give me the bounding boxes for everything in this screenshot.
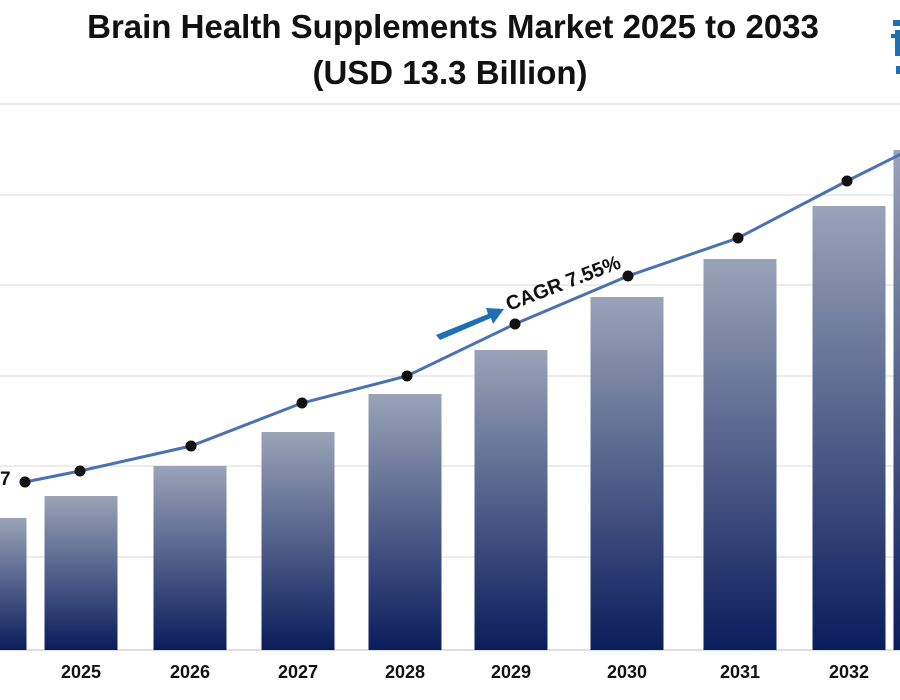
bar-2028	[368, 394, 442, 650]
x-axis-ticks: 2025 2026 2027 2028 2029 2030 2031 2032	[61, 662, 869, 682]
trend-marker-2030	[622, 270, 634, 282]
trend-marker-2031	[732, 232, 744, 244]
x-tick-label: 2030	[607, 662, 647, 682]
x-tick-label: 2025	[61, 662, 101, 682]
bar-2027	[261, 432, 335, 650]
trend-line-path	[24, 152, 900, 484]
chart-title-line1: Brain Health Supplements Market 2025 to …	[87, 8, 819, 45]
trend-marker-2029	[509, 318, 521, 330]
chart-title-line2: (USD 13.3 Billion)	[312, 54, 588, 91]
x-tick-label: 2028	[385, 662, 425, 682]
bar-2024	[0, 518, 27, 650]
x-tick-label: 2027	[278, 662, 318, 682]
bar-2032	[812, 206, 886, 650]
bar-2026	[153, 466, 227, 650]
bar-2033	[893, 150, 900, 650]
trend-marker-2027	[296, 397, 308, 409]
trend-marker-2026	[185, 440, 197, 452]
x-tick-label: 2026	[170, 662, 210, 682]
x-tick-label: 2032	[829, 662, 869, 682]
start-value-label: 7	[0, 469, 11, 490]
trend-markers	[19, 175, 853, 488]
bar-2029	[474, 350, 548, 650]
x-tick-label: 2031	[720, 662, 760, 682]
trend-marker-2025	[74, 465, 86, 477]
bar-2031	[703, 259, 777, 650]
cagr-arrow-icon	[436, 308, 504, 340]
bar-2030	[590, 297, 664, 650]
trend-marker-2028	[401, 370, 413, 382]
trend-line	[24, 152, 900, 484]
bars	[0, 150, 900, 650]
logo-icon	[891, 20, 900, 74]
x-tick-label: 2029	[491, 662, 531, 682]
trend-marker-2024	[19, 476, 31, 488]
bar-2025	[44, 496, 118, 650]
trend-marker-2032	[841, 175, 853, 187]
